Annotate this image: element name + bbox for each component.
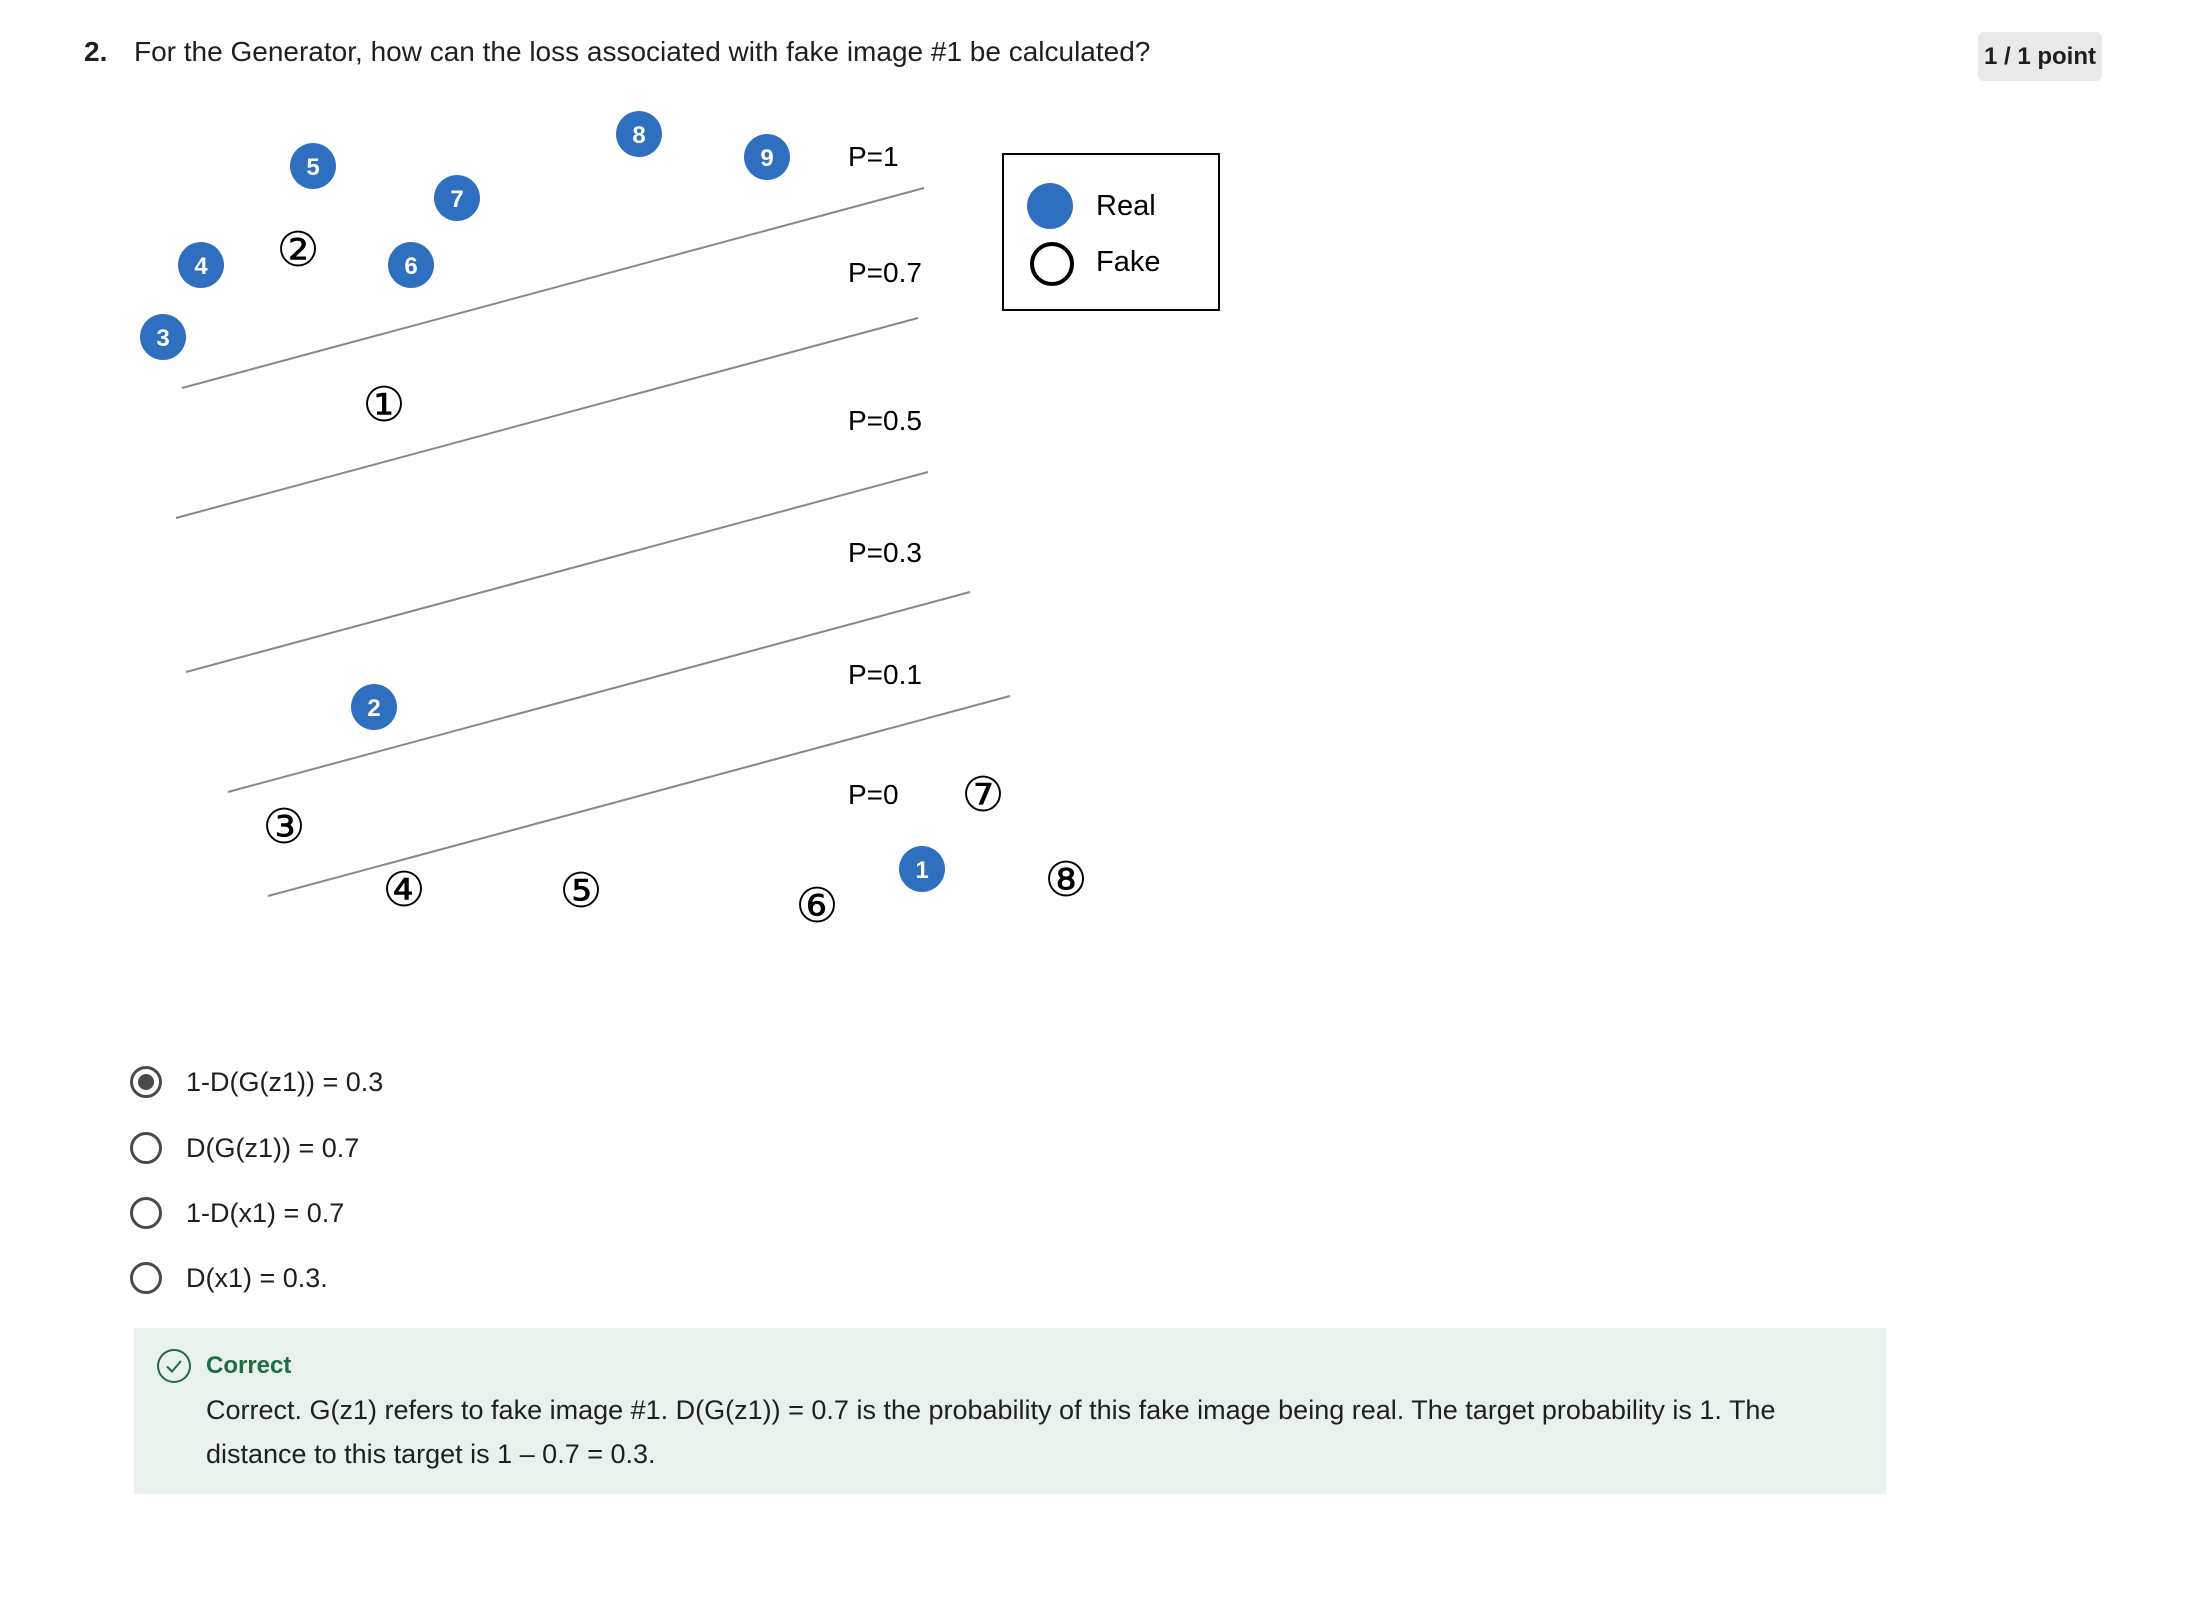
answer-option[interactable]: 1-D(x1) = 0.7 — [130, 1191, 730, 1235]
real-point-label: 8 — [632, 122, 645, 149]
real-point: 1 — [899, 846, 945, 892]
option-label: 1-D(G(z1)) = 0.3 — [186, 1066, 384, 1097]
legend: Real Fake — [1002, 153, 1220, 311]
check-circle-icon — [157, 1349, 191, 1383]
answer-option[interactable]: D(G(z1)) = 0.7 — [130, 1126, 730, 1170]
discriminator-figure: P=1 P=0.7 P=0.5 P=0.3 P=0.1 P=0 Real Fak… — [140, 111, 1220, 933]
feedback-text: Correct. G(z1) refers to fake image #1. … — [206, 1395, 1776, 1469]
fake-point: ④ — [382, 864, 425, 917]
boundary-line — [267, 695, 1011, 897]
answer-option[interactable]: 1-D(G(z1)) = 0.3 — [130, 1060, 730, 1104]
real-point: 4 — [178, 242, 224, 288]
boundary-line — [227, 591, 971, 793]
option-label: 1-D(x1) = 0.7 — [186, 1197, 345, 1228]
radio-icon[interactable] — [130, 1132, 162, 1164]
feedback-panel: Correct Correct. G(z1) refers to fake im… — [134, 1328, 1886, 1494]
legend-real-label: Real — [1096, 190, 1156, 222]
fake-point: ③ — [262, 801, 305, 854]
probability-label: P=0.1 — [848, 659, 922, 690]
option-label: D(G(z1)) = 0.7 — [186, 1132, 360, 1163]
boundary-line — [185, 471, 929, 673]
probability-label: P=1 — [848, 141, 899, 172]
radio-icon[interactable] — [130, 1262, 162, 1294]
fake-point: ⑧ — [1044, 854, 1087, 907]
probability-label: P=0.3 — [848, 537, 922, 568]
real-point-label: 6 — [404, 253, 417, 280]
feedback-title: Correct — [206, 1352, 292, 1379]
legend-fake-label: Fake — [1096, 246, 1160, 278]
answer-option[interactable]: D(x1) = 0.3. — [130, 1256, 730, 1300]
probability-label: P=0.7 — [848, 257, 922, 288]
real-point: 8 — [616, 111, 662, 157]
real-point-label: 9 — [760, 145, 773, 172]
boundary-line — [181, 187, 925, 389]
probability-label: P=0 — [848, 779, 899, 810]
boundary-line — [175, 317, 919, 519]
points-badge: 1 / 1 point — [1978, 32, 2102, 81]
question-number: 2. — [84, 36, 108, 67]
radio-selected-icon[interactable] — [130, 1066, 162, 1098]
radio-icon[interactable] — [130, 1197, 162, 1229]
fake-point: ① — [362, 379, 405, 432]
real-point: 3 — [140, 314, 186, 360]
real-point: 5 — [290, 143, 336, 189]
fake-point: ② — [276, 224, 319, 277]
real-point-label: 4 — [194, 253, 208, 280]
real-point: 9 — [744, 134, 790, 180]
real-point: 6 — [388, 242, 434, 288]
real-point-label: 3 — [156, 325, 169, 352]
real-point-label: 1 — [915, 857, 928, 884]
real-point-label: 7 — [450, 186, 463, 213]
fake-point: ⑥ — [795, 880, 838, 933]
real-point: 7 — [434, 175, 480, 221]
question-text: For the Generator, how can the loss asso… — [134, 36, 1151, 67]
legend-box — [1002, 153, 1220, 311]
real-point-label: 2 — [367, 695, 380, 722]
fake-point: ⑤ — [559, 865, 602, 918]
real-point: 2 — [351, 684, 397, 730]
fake-legend-marker — [1030, 242, 1074, 286]
option-label: D(x1) = 0.3. — [186, 1262, 328, 1293]
boundary-lines — [175, 187, 1011, 897]
probability-label: P=0.5 — [848, 405, 922, 436]
real-point-label: 5 — [306, 154, 319, 181]
fake-point: ⑦ — [961, 769, 1004, 822]
real-legend-marker — [1027, 183, 1073, 229]
